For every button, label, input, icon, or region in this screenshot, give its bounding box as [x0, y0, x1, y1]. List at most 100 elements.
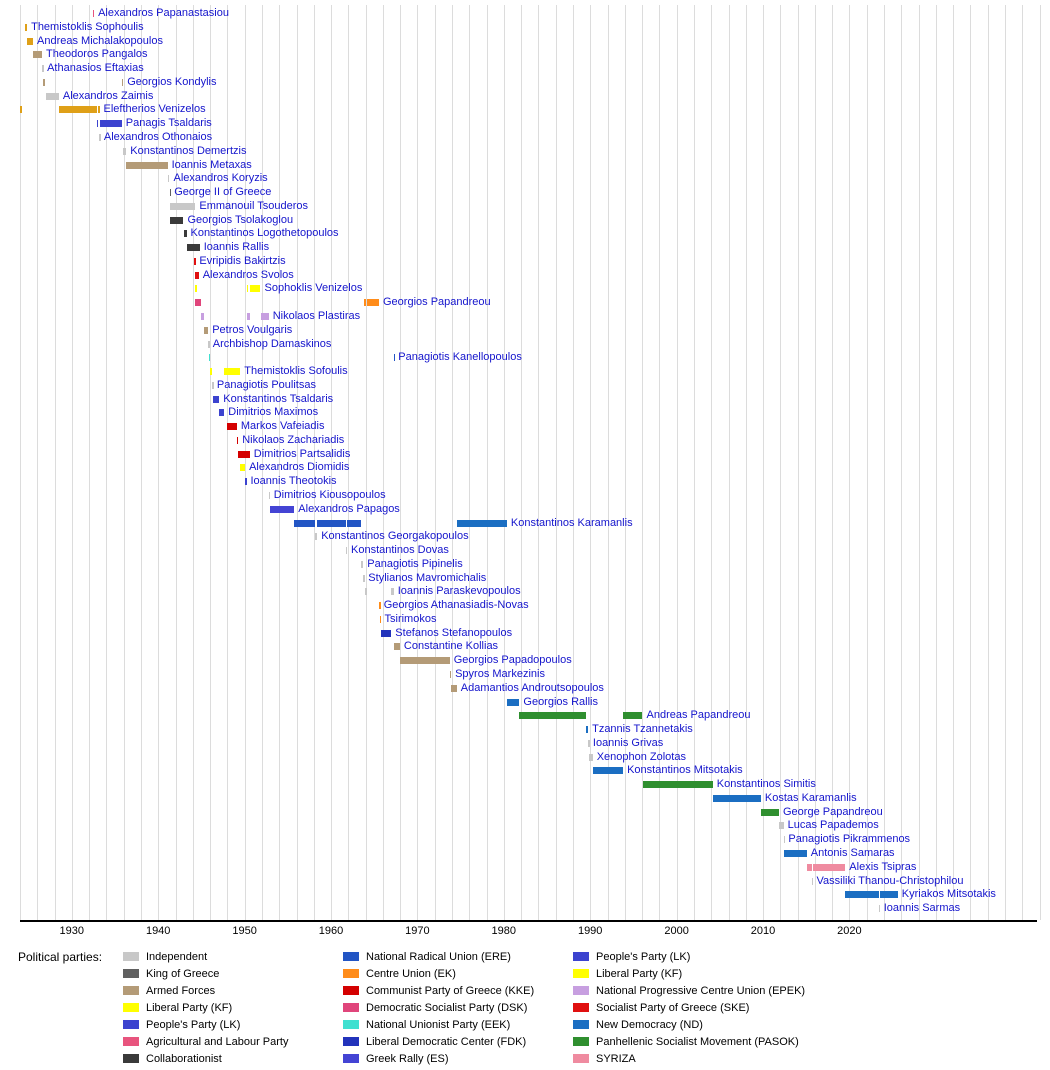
pm-name-link[interactable]: Dimitrios Maximos: [228, 406, 319, 419]
pm-name-link[interactable]: Dimitrios Partsalidis: [253, 447, 351, 460]
pm-name-link[interactable]: Konstantinos Georgakopoulos: [321, 530, 469, 543]
pm-term-bar: [642, 781, 713, 789]
pm-term-bar: [845, 891, 879, 899]
pm-name-link[interactable]: Emmanouil Tsouderos: [199, 199, 309, 212]
pm-term-bar: [58, 106, 93, 114]
pm-name-link[interactable]: Ioannis Theotokis: [250, 475, 337, 488]
pm-name-link[interactable]: Kyriakos Mitsotakis: [901, 888, 996, 901]
legend-item: Liberal Party (KF): [123, 999, 232, 1016]
axis-year-label: 1980: [491, 925, 517, 937]
pm-name-link[interactable]: Stefanos Stefanopoulos: [395, 626, 513, 639]
gridline: [901, 5, 903, 920]
pm-name-link[interactable]: Ioannis Paraskevopoulos: [397, 585, 521, 598]
pm-name-link[interactable]: Alexandros Diomidis: [249, 461, 350, 474]
pm-name-link[interactable]: Georgios Kondylis: [127, 75, 217, 88]
pm-name-link[interactable]: Alexandros Papagos: [298, 502, 400, 515]
pm-timeline-chart: 1930 1940 1950 1960 1970 1980 1990 2000 2010 2020…: [20, 5, 1041, 937]
pm-name-link[interactable]: Konstantinos Mitsotakis: [627, 764, 743, 777]
pm-name-link[interactable]: Petros Voulgaris: [212, 323, 293, 336]
pm-name-link[interactable]: Nikolaos Zachariadis: [242, 433, 345, 446]
pm-name-link[interactable]: Panagiotis Kanellopoulos: [398, 351, 522, 364]
pm-name-link[interactable]: Alexandros Othonaios: [103, 130, 213, 143]
pm-name-link[interactable]: Panagiotis Poulitsas: [216, 378, 316, 391]
legend-color-swatch: [573, 969, 589, 978]
legend-item: Liberal Democratic Center (FDK): [343, 1033, 526, 1050]
legend-item-label: SYRIZA: [596, 1052, 636, 1065]
pm-term-bar: [449, 671, 452, 678]
pm-name-link[interactable]: Tzannis Tzannetakis: [592, 723, 693, 735]
pm-name-link[interactable]: Alexandros Zaimis: [62, 89, 154, 102]
gridline: [797, 5, 799, 920]
pm-name-link[interactable]: Ioannis Sarmas: [883, 902, 961, 914]
pm-name-link[interactable]: Konstantinos Logothetopoulos: [190, 227, 339, 240]
pm-name-link[interactable]: Panagis Tsaldaris: [125, 117, 212, 130]
pm-term-bar: [212, 381, 214, 389]
pm-term-bar: [456, 519, 507, 527]
gridline: [503, 5, 505, 920]
pm-name-link[interactable]: Georgios Papadopoulos: [453, 654, 572, 667]
pm-term-bar: [98, 106, 100, 114]
pm-name-link[interactable]: Konstantinos Karamanlis: [510, 516, 633, 529]
pm-name-link[interactable]: Georgios Athanasiadis-Novas: [383, 599, 529, 612]
pm-name-link[interactable]: George II of Greece: [174, 186, 272, 198]
pm-name-link[interactable]: Georgios Rallis: [523, 695, 598, 708]
pm-name-link[interactable]: Themistoklis Sofoulis: [244, 365, 348, 377]
pm-term-bar: [203, 326, 209, 334]
pm-term-bar: [170, 202, 196, 210]
pm-name-link[interactable]: Themistoklis Sophoulis: [31, 20, 144, 33]
pm-name-link[interactable]: Markos Vafeiadis: [240, 420, 325, 433]
pm-name-link[interactable]: Spyros Markezinis: [455, 668, 545, 680]
pm-name-link[interactable]: Konstantinos Tsaldaris: [223, 392, 334, 405]
pm-name-link[interactable]: Evripidis Bakirtzis: [199, 254, 286, 267]
pm-name-link[interactable]: Alexandros Papanastasiou: [98, 7, 229, 19]
pm-name-link[interactable]: Constantine Kollias: [403, 640, 499, 653]
pm-term-bar: [294, 519, 316, 527]
pm-term-bar: [208, 340, 210, 348]
pm-name-link[interactable]: Alexis Tsipras: [849, 860, 917, 873]
gridline: [331, 5, 332, 920]
pm-name-link[interactable]: George Papandreou: [783, 805, 883, 818]
pm-name-link[interactable]: Nikolaos Plastiras: [272, 309, 361, 322]
pm-name-link[interactable]: Archbishop Damaskinos: [212, 337, 332, 350]
pm-name-link[interactable]: Lucas Papademos: [787, 819, 879, 832]
legend-color-swatch: [573, 952, 589, 961]
pm-name-link[interactable]: Panagiotis Pipinelis: [367, 557, 463, 570]
pm-name-link[interactable]: Kostas Karamanlis: [764, 791, 857, 804]
pm-term-bar: [623, 712, 643, 720]
pm-name-link[interactable]: Ioannis Grivas: [592, 736, 664, 749]
pm-name-link[interactable]: Antonis Samaras: [810, 847, 895, 859]
pm-name-link[interactable]: Xenophon Zolotas: [596, 750, 686, 763]
pm-name-link[interactable]: Andreas Michalakopoulos: [37, 34, 163, 47]
pm-name-link[interactable]: Vassiliki Thanou-Christophilou: [816, 874, 964, 887]
pm-term-bar: [260, 312, 269, 320]
pm-name-link[interactable]: Georgios Papandreou: [383, 296, 491, 309]
pm-name-link[interactable]: Ioannis Rallis: [203, 241, 270, 254]
pm-term-bar: [212, 395, 220, 403]
pm-name-link[interactable]: Tsirimokos: [384, 612, 437, 625]
pm-term-bar: [588, 739, 590, 747]
gridline: [659, 5, 661, 920]
pm-name-link[interactable]: Andreas Papandreou: [646, 709, 751, 722]
pm-term-bar: [379, 602, 381, 610]
legend-color-swatch: [573, 1020, 589, 1029]
pm-name-link[interactable]: Dimitrios Kiousopoulos: [273, 488, 386, 501]
pm-name-link[interactable]: Athanasios Eftaxias: [47, 62, 144, 75]
pm-name-link[interactable]: Alexandros Svolos: [202, 268, 294, 281]
pm-name-link[interactable]: Ioannis Metaxas: [171, 158, 252, 171]
pm-name-link[interactable]: Konstantinos Dovas: [351, 544, 449, 556]
pm-name-link[interactable]: Alexandros Koryzis: [173, 172, 268, 185]
pm-name-link[interactable]: Konstantinos Demertzis: [130, 144, 247, 157]
gridline: [71, 5, 73, 920]
pm-name-link[interactable]: Stylianos Mavromichalis: [368, 571, 487, 584]
pm-name-link[interactable]: Sophoklis Venizelos: [264, 282, 363, 295]
pm-name-link[interactable]: Theodoros Pangalos: [46, 48, 148, 61]
pm-term-bar: [195, 285, 197, 293]
pm-name-link[interactable]: Konstantinos Simitis: [716, 778, 816, 791]
pm-name-link[interactable]: Eleftherios Venizelos: [103, 103, 206, 116]
pm-term-bar: [169, 189, 171, 196]
gridline: [866, 5, 868, 920]
pm-name-link[interactable]: Panagiotis Pikrammenos: [788, 833, 911, 846]
legend-color-swatch: [123, 1054, 139, 1063]
pm-name-link[interactable]: Georgios Tsolakoglou: [187, 213, 294, 226]
pm-name-link[interactable]: Adamantios Androutsopoulos: [460, 681, 604, 694]
